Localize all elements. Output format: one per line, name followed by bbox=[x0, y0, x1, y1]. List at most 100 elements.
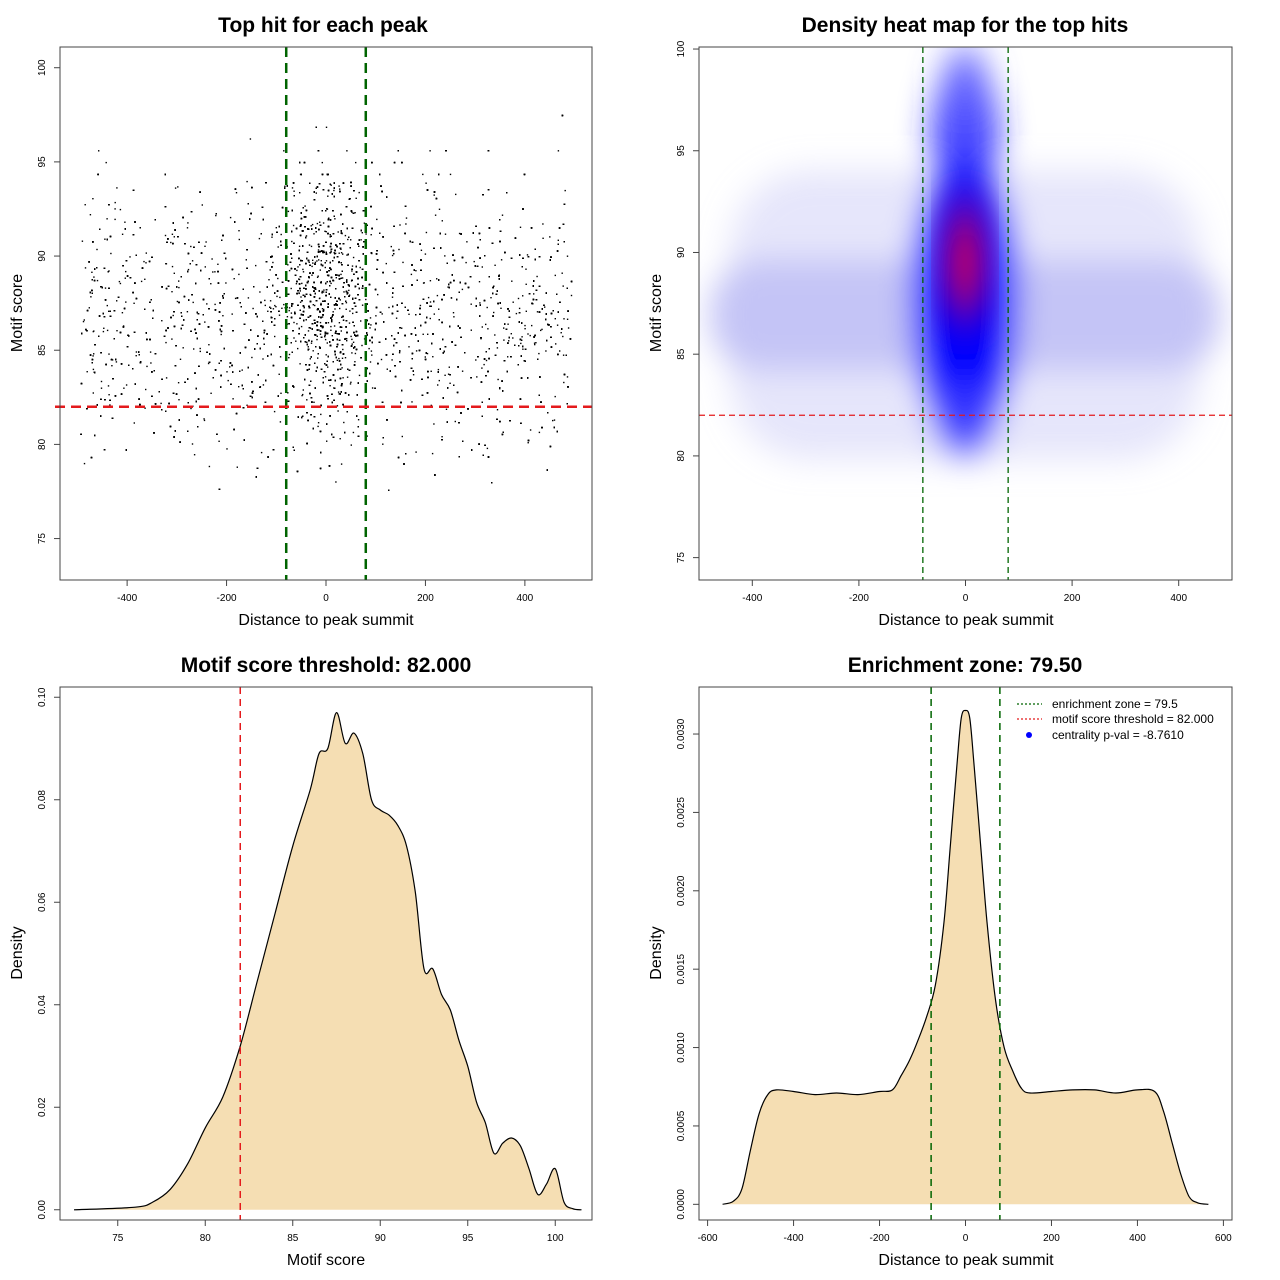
scatter-point bbox=[496, 409, 499, 411]
scatter-point bbox=[283, 303, 285, 306]
scatter-point bbox=[485, 359, 488, 362]
scatter-point bbox=[433, 194, 435, 196]
scatter-point bbox=[555, 343, 557, 345]
scatter-point bbox=[107, 385, 110, 387]
scatter-point bbox=[300, 296, 302, 298]
scatter-point bbox=[324, 266, 326, 269]
scatter-point bbox=[140, 280, 143, 283]
scatter-point bbox=[342, 377, 344, 379]
scatter-point bbox=[563, 381, 565, 384]
scatter-point bbox=[347, 238, 349, 241]
scatter-point bbox=[316, 222, 319, 225]
scatter-point bbox=[218, 440, 220, 442]
scatter-point bbox=[277, 277, 279, 280]
scatter-point bbox=[122, 325, 125, 327]
scatter-point bbox=[559, 350, 561, 352]
scatter-point bbox=[301, 282, 303, 285]
scatter-point bbox=[264, 299, 266, 302]
scatter-point bbox=[301, 394, 303, 397]
scatter-point bbox=[381, 313, 383, 315]
scatter-point bbox=[314, 261, 317, 264]
scatter-point bbox=[275, 227, 277, 229]
scatter-point bbox=[501, 214, 504, 216]
scatter-point bbox=[330, 184, 332, 186]
scatter-point bbox=[171, 233, 174, 235]
scatter-point bbox=[173, 272, 175, 274]
scatter-point bbox=[337, 391, 340, 393]
scatter-point bbox=[549, 236, 551, 238]
scatter-point bbox=[310, 245, 313, 248]
scatter-point bbox=[125, 384, 128, 386]
scatter-point bbox=[338, 252, 340, 254]
scatter-point bbox=[498, 274, 500, 276]
scatter-point bbox=[245, 259, 247, 261]
scatter-point bbox=[84, 204, 86, 206]
scatter-point bbox=[444, 255, 446, 257]
scatter-point bbox=[369, 317, 372, 319]
scatter-point bbox=[433, 313, 435, 315]
scatter-point bbox=[437, 384, 439, 386]
scatter-point bbox=[93, 330, 95, 332]
scatter-point bbox=[225, 282, 227, 284]
scatter-point bbox=[277, 246, 279, 248]
scatter-point bbox=[533, 293, 535, 295]
scatter-point bbox=[161, 320, 163, 322]
scatter-point bbox=[415, 451, 417, 453]
scatter-point bbox=[511, 280, 513, 282]
scatter-point bbox=[276, 295, 278, 298]
scatter-point bbox=[171, 265, 174, 268]
scatter-point bbox=[357, 419, 360, 421]
scatter-point bbox=[521, 339, 523, 341]
scatter-point bbox=[304, 205, 306, 207]
scatter-point bbox=[108, 310, 110, 312]
scatter-point bbox=[287, 264, 289, 266]
scatter-point bbox=[560, 332, 562, 334]
scatter-point bbox=[429, 301, 432, 303]
scatter-point bbox=[179, 358, 182, 360]
scatter-point bbox=[429, 280, 432, 282]
scatter-point bbox=[106, 329, 109, 332]
scatter-point bbox=[262, 358, 264, 360]
scatter-point bbox=[391, 359, 393, 361]
scatter-point bbox=[553, 419, 556, 421]
scatter-point bbox=[187, 268, 190, 271]
scatter-point bbox=[342, 319, 345, 321]
scatter-point bbox=[351, 352, 353, 354]
scatter-point bbox=[105, 161, 107, 164]
scatter-point bbox=[312, 262, 314, 264]
scatter-point bbox=[445, 408, 448, 410]
scatter-point bbox=[438, 208, 441, 210]
scatter-point bbox=[125, 270, 127, 273]
scatter-point bbox=[319, 333, 322, 335]
scatter-point bbox=[346, 150, 348, 152]
scatter-point bbox=[119, 208, 122, 211]
scatter-point bbox=[408, 313, 410, 315]
scatter-point bbox=[340, 463, 343, 465]
scatter-point bbox=[526, 254, 529, 256]
scatter-point bbox=[458, 232, 461, 235]
scatter-point bbox=[135, 355, 137, 357]
scatter-point bbox=[554, 318, 556, 320]
scatter-point bbox=[340, 252, 343, 254]
scatter-point bbox=[349, 383, 352, 385]
scatter-point bbox=[235, 192, 238, 194]
scatter-point bbox=[312, 350, 314, 352]
scatter-point bbox=[102, 330, 105, 333]
scatter-point bbox=[89, 214, 92, 216]
scatter-point bbox=[382, 443, 384, 445]
scatter-point bbox=[483, 363, 485, 366]
scatter-point bbox=[231, 313, 233, 315]
scatter-point bbox=[455, 193, 457, 196]
scatter-point bbox=[327, 322, 330, 324]
scatter-point bbox=[108, 270, 110, 272]
scatter-point bbox=[135, 351, 138, 353]
scatter-point bbox=[308, 244, 311, 246]
scatter-point bbox=[345, 308, 347, 310]
scatter-point bbox=[178, 286, 180, 289]
scatter-point bbox=[236, 466, 238, 468]
scatter-point bbox=[325, 332, 327, 335]
scatter-point bbox=[334, 308, 336, 310]
scatter-point bbox=[307, 349, 309, 351]
scatter-point bbox=[238, 273, 240, 276]
scatter-point bbox=[518, 307, 521, 310]
